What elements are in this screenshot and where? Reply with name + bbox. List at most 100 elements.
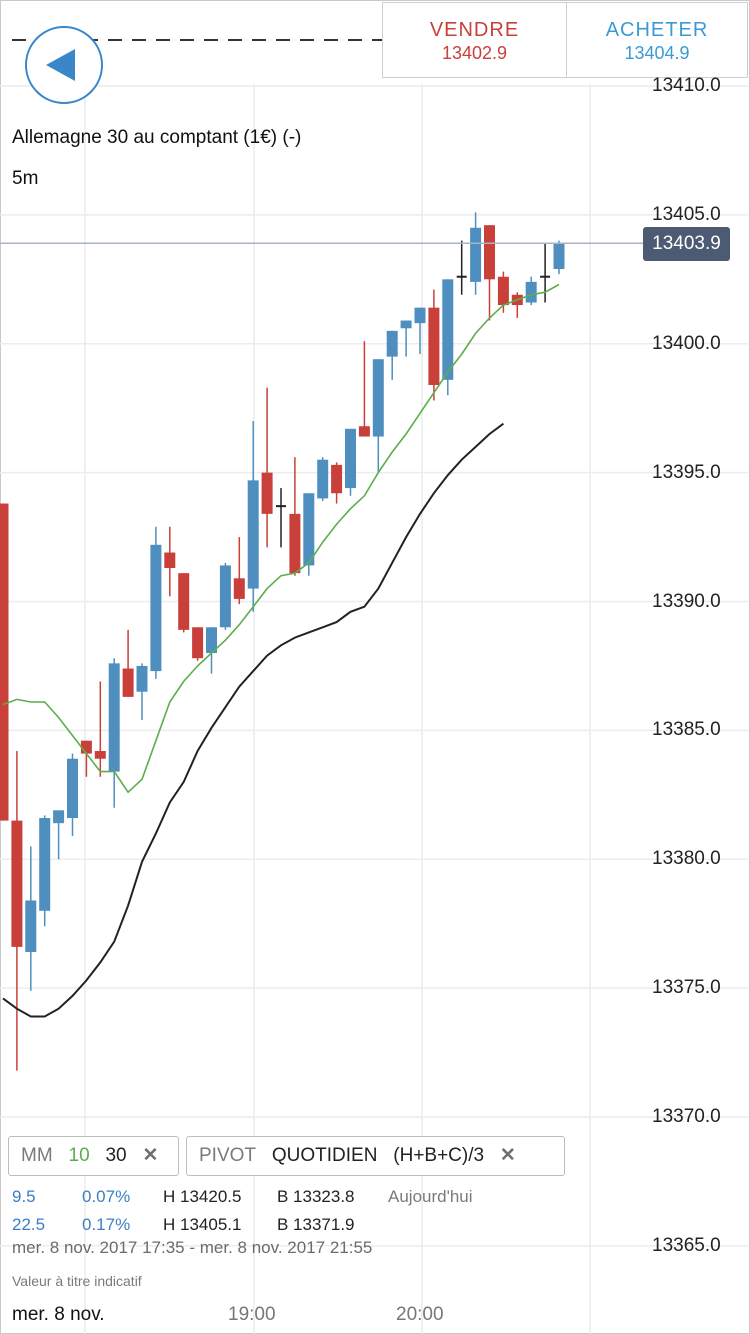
info-row2-low: B 13371.9: [277, 1215, 355, 1234]
candle-body: [303, 493, 315, 566]
candle-body: [553, 243, 565, 270]
sell-label: VENDRE: [429, 19, 520, 41]
y-tick-label: 13370.0: [652, 1106, 721, 1127]
info-row2-percent: 0.17%: [82, 1215, 131, 1234]
candle-body: [497, 276, 509, 306]
candle: [219, 562, 231, 630]
mm-name: MM: [21, 1145, 53, 1166]
candle: [276, 488, 286, 548]
candle-body: [0, 503, 9, 821]
candle: [0, 503, 9, 821]
candle: [94, 681, 106, 777]
candle-body: [386, 330, 398, 357]
buy-button[interactable]: ACHETER 13404.9: [566, 2, 748, 78]
candles-layer: [0, 212, 565, 1071]
y-tick-label: 13375.0: [652, 977, 721, 999]
info-row1-low: B 13323.8: [277, 1187, 355, 1206]
mm-period-30: 30: [105, 1145, 127, 1166]
candle-body: [67, 758, 78, 819]
y-tick-label: 13380.0: [652, 848, 721, 870]
candle: [11, 750, 23, 1071]
candle: [136, 663, 148, 721]
candle: [331, 462, 343, 504]
y-tick-label: 13395.0: [652, 461, 721, 483]
candle-body: [247, 480, 259, 589]
candle: [358, 341, 370, 437]
x-axis-date: mer. 8 nov.: [12, 1304, 105, 1325]
candle: [497, 271, 509, 313]
timeframe-label[interactable]: 5m: [12, 168, 39, 189]
candle-body: [331, 464, 343, 494]
candle-body: [150, 544, 162, 672]
candle: [122, 629, 134, 697]
y-tick-label: 13400.0: [652, 332, 721, 354]
candle: [511, 292, 523, 318]
candle: [553, 240, 565, 275]
candle: [150, 526, 162, 679]
ma30-line: [2, 422, 504, 1018]
candle-body: [428, 307, 440, 385]
candle: [289, 457, 301, 576]
candle: [317, 457, 329, 501]
candle: [192, 627, 204, 661]
candle-body: [206, 627, 217, 654]
candle: [442, 279, 454, 396]
candle-body: [178, 573, 190, 630]
candle-body: [122, 668, 134, 697]
candle: [428, 289, 440, 401]
info-row1-high: H 13420.5: [163, 1187, 242, 1206]
pivot-name: PIVOT: [199, 1145, 257, 1166]
candle-body: [25, 900, 37, 953]
pivot-formula: (H+B+C)/3: [393, 1145, 485, 1166]
candle-body: [192, 627, 204, 659]
candle-body: [261, 472, 273, 514]
y-tick-label: 13405.0: [652, 203, 721, 225]
candle: [345, 428, 356, 496]
y-tick-label: 13410.0: [652, 75, 721, 96]
buy-label: ACHETER: [605, 19, 709, 41]
candle-body: [358, 426, 370, 437]
candle: [39, 815, 51, 927]
candle: [53, 810, 65, 860]
candle: [206, 627, 217, 674]
candle: [386, 330, 398, 380]
sell-price: 13402.9: [441, 43, 508, 63]
info-row1-value: 9.5: [12, 1187, 36, 1206]
info-row2-value: 22.5: [12, 1215, 46, 1234]
candle-body: [525, 281, 537, 303]
remove-mm-icon[interactable]: ✕: [142, 1145, 159, 1166]
pivot-period: QUOTIDIEN: [271, 1145, 378, 1166]
ma10-line: [2, 283, 560, 794]
info-row1-percent: 0.07%: [82, 1187, 131, 1206]
candle-body: [80, 740, 92, 754]
chart-grid: [0, 84, 748, 1334]
candle: [525, 276, 537, 306]
x-axis-tick-2000: 20:00: [396, 1304, 444, 1325]
y-tick-label: 13385.0: [652, 719, 721, 741]
y-tick-label: 13390.0: [652, 590, 721, 612]
candle: [484, 225, 495, 321]
candle: [80, 740, 92, 777]
candle-body: [233, 578, 245, 599]
candle-body: [164, 552, 176, 568]
candle-body: [219, 565, 231, 628]
candle: [456, 240, 467, 295]
x-axis-tick-1900: 19:00: [228, 1304, 276, 1325]
indicator-chip-pivot[interactable]: PIVOT QUOTIDIEN (H+B+C)/3 ✕: [186, 1136, 565, 1176]
remove-pivot-icon[interactable]: ✕: [499, 1145, 516, 1166]
info-row2-high: H 13405.1: [163, 1215, 242, 1234]
disclaimer: Valeur à titre indicatif: [12, 1273, 142, 1289]
candle: [233, 537, 245, 605]
indicator-chip-mm[interactable]: MM 10 30 ✕: [8, 1136, 179, 1176]
sell-button[interactable]: VENDRE 13402.9: [382, 2, 567, 78]
info-row1-label: Aujourd'hui: [388, 1187, 473, 1206]
candle-body: [470, 227, 482, 282]
current-price-badge: 13403.9: [643, 227, 730, 261]
mm-period-10: 10: [68, 1145, 90, 1166]
candle: [67, 753, 78, 837]
candle-body: [53, 810, 65, 824]
candle-body: [414, 307, 426, 324]
back-button[interactable]: [25, 26, 103, 104]
candle-body: [108, 663, 120, 772]
